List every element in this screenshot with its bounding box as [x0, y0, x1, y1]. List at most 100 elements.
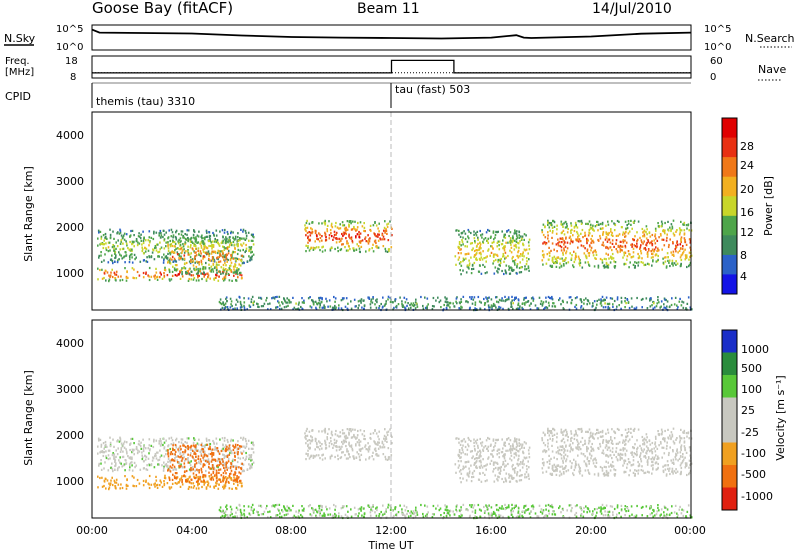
- power-echo-cell: [198, 254, 200, 256]
- power-echo-cell: [667, 252, 669, 254]
- power-echo-cell: [484, 266, 486, 268]
- velocity-echo-cell: [493, 462, 495, 464]
- power-echo-cell: [499, 265, 501, 267]
- power-echo-cell: [387, 298, 389, 300]
- power-echo-cell: [595, 251, 597, 253]
- power-echo-cell: [570, 236, 572, 238]
- velocity-echo-cell: [479, 460, 481, 462]
- power-echo-cell: [504, 249, 506, 251]
- power-echo-cell: [334, 301, 336, 303]
- power-echo-cell: [574, 261, 576, 263]
- power-echo-cell: [172, 251, 174, 253]
- power-echo-cell: [529, 248, 531, 250]
- velocity-echo-cell: [337, 458, 339, 460]
- velocity-echo-cell: [624, 459, 626, 461]
- power-echo-cell: [625, 297, 627, 299]
- power-echo-cell: [668, 229, 670, 231]
- power-echo-cell: [596, 221, 598, 223]
- velocity-echo-cell: [169, 477, 171, 479]
- power-echo-cell: [129, 261, 131, 263]
- power-echo-cell: [252, 240, 254, 242]
- power-echo-cell: [354, 299, 356, 301]
- power-colorbar-label: Power [dB]: [762, 176, 775, 236]
- power-echo-cell: [137, 244, 139, 246]
- velocity-echo-cell: [499, 473, 501, 475]
- power-echo-cell: [378, 223, 380, 225]
- velocity-echo-cell: [505, 445, 507, 447]
- velocity-echo-cell: [581, 428, 583, 430]
- velocity-echo-cell: [528, 453, 530, 455]
- power-echo-cell: [647, 307, 649, 309]
- power-echo-cell: [415, 301, 417, 303]
- power-echo-cell: [624, 236, 626, 238]
- power-echo-cell: [163, 259, 165, 261]
- velocity-echo-cell: [482, 458, 484, 460]
- power-echo-cell: [673, 220, 675, 222]
- power-echo-cell: [675, 231, 677, 233]
- velocity-echo-cell: [321, 443, 323, 445]
- power-echo-cell: [594, 265, 596, 267]
- velocity-echo-cell: [339, 449, 341, 451]
- velocity-echo-cell: [354, 458, 356, 460]
- velocity-echo-cell: [198, 471, 200, 473]
- colorbar-swatch: [722, 274, 737, 294]
- power-echo-cell: [592, 251, 594, 253]
- power-echo-cell: [544, 225, 546, 227]
- freq-panel: Freq. [MHz] 18 8 60 0 Nave: [5, 56, 786, 83]
- colorbar-swatch: [722, 157, 737, 177]
- power-echo-cell: [602, 296, 604, 298]
- power-echo-cell: [593, 254, 595, 256]
- velocity-echo-cell: [216, 465, 218, 467]
- power-echo-cell: [480, 253, 482, 255]
- velocity-echo-cell: [341, 451, 343, 453]
- power-echo-cell: [313, 302, 315, 304]
- power-echo-cell: [180, 247, 182, 249]
- power-echo-cell: [216, 235, 218, 237]
- power-echo-cell: [522, 236, 524, 238]
- velocity-echo-cell: [222, 458, 224, 460]
- velocity-echo-cell: [612, 451, 614, 453]
- velocity-echo-cell: [326, 436, 328, 438]
- power-echo-cell: [647, 256, 649, 258]
- power-echo-cell: [495, 234, 497, 236]
- velocity-echo-cell: [493, 464, 495, 466]
- power-echo-cell: [528, 241, 530, 243]
- velocity-echo-cell: [202, 457, 204, 459]
- velocity-echo-cell: [176, 438, 178, 440]
- velocity-echo-cell: [212, 464, 214, 466]
- power-echo-cell: [565, 246, 567, 248]
- power-echo-cell: [229, 265, 231, 267]
- power-echo-cell: [201, 278, 203, 280]
- power-echo-cell: [508, 296, 510, 298]
- power-echo-cell: [474, 296, 476, 298]
- velocity-echo-cell: [459, 477, 461, 479]
- power-echo-cell: [670, 230, 672, 232]
- velocity-echo-cell: [587, 469, 589, 471]
- power-echo-cell: [551, 224, 553, 226]
- power-echo-cell: [321, 235, 323, 237]
- date-title: 14/Jul/2010: [592, 1, 672, 17]
- power-echo-cell: [321, 301, 323, 303]
- power-echo-cell: [466, 245, 468, 247]
- power-echo-cell: [571, 225, 573, 227]
- power-echo-cell: [546, 263, 548, 265]
- velocity-echo-cell: [516, 438, 518, 440]
- power-echo-cell: [641, 252, 643, 254]
- power-echo-cell: [526, 268, 528, 270]
- power-echo-cell: [311, 306, 313, 308]
- power-echo-cell: [399, 297, 401, 299]
- power-echo-cell: [585, 261, 587, 263]
- velocity-echo-cell: [679, 441, 681, 443]
- power-echo-cell: [493, 303, 495, 305]
- power-echo-cell: [481, 256, 483, 258]
- velocity-echo-cell: [459, 449, 461, 451]
- velocity-echo-cell: [561, 449, 563, 451]
- velocity-echo-cell: [479, 479, 481, 481]
- power-cbar-tick-16: 16: [740, 206, 754, 219]
- power-echo-cell: [153, 275, 155, 277]
- power-echo-cell: [143, 276, 145, 278]
- power-echo-cell: [116, 274, 118, 276]
- power-echo-cell: [510, 231, 512, 233]
- velocity-echo-cell: [124, 469, 126, 471]
- power-echo-cell: [108, 261, 110, 263]
